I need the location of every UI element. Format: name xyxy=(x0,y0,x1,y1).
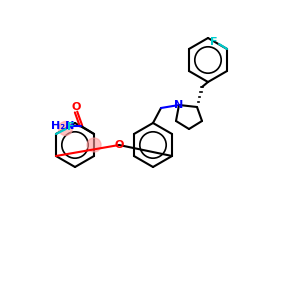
Text: O: O xyxy=(71,102,81,112)
Circle shape xyxy=(87,138,101,152)
Text: O: O xyxy=(114,140,124,150)
Text: F: F xyxy=(67,122,75,132)
Text: N: N xyxy=(174,100,184,110)
Text: F: F xyxy=(210,37,218,47)
Circle shape xyxy=(58,122,73,136)
Text: H₂N: H₂N xyxy=(51,121,75,131)
